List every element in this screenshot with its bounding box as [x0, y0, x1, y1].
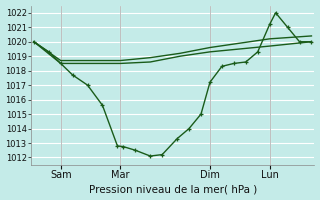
- X-axis label: Pression niveau de la mer( hPa ): Pression niveau de la mer( hPa ): [89, 184, 257, 194]
